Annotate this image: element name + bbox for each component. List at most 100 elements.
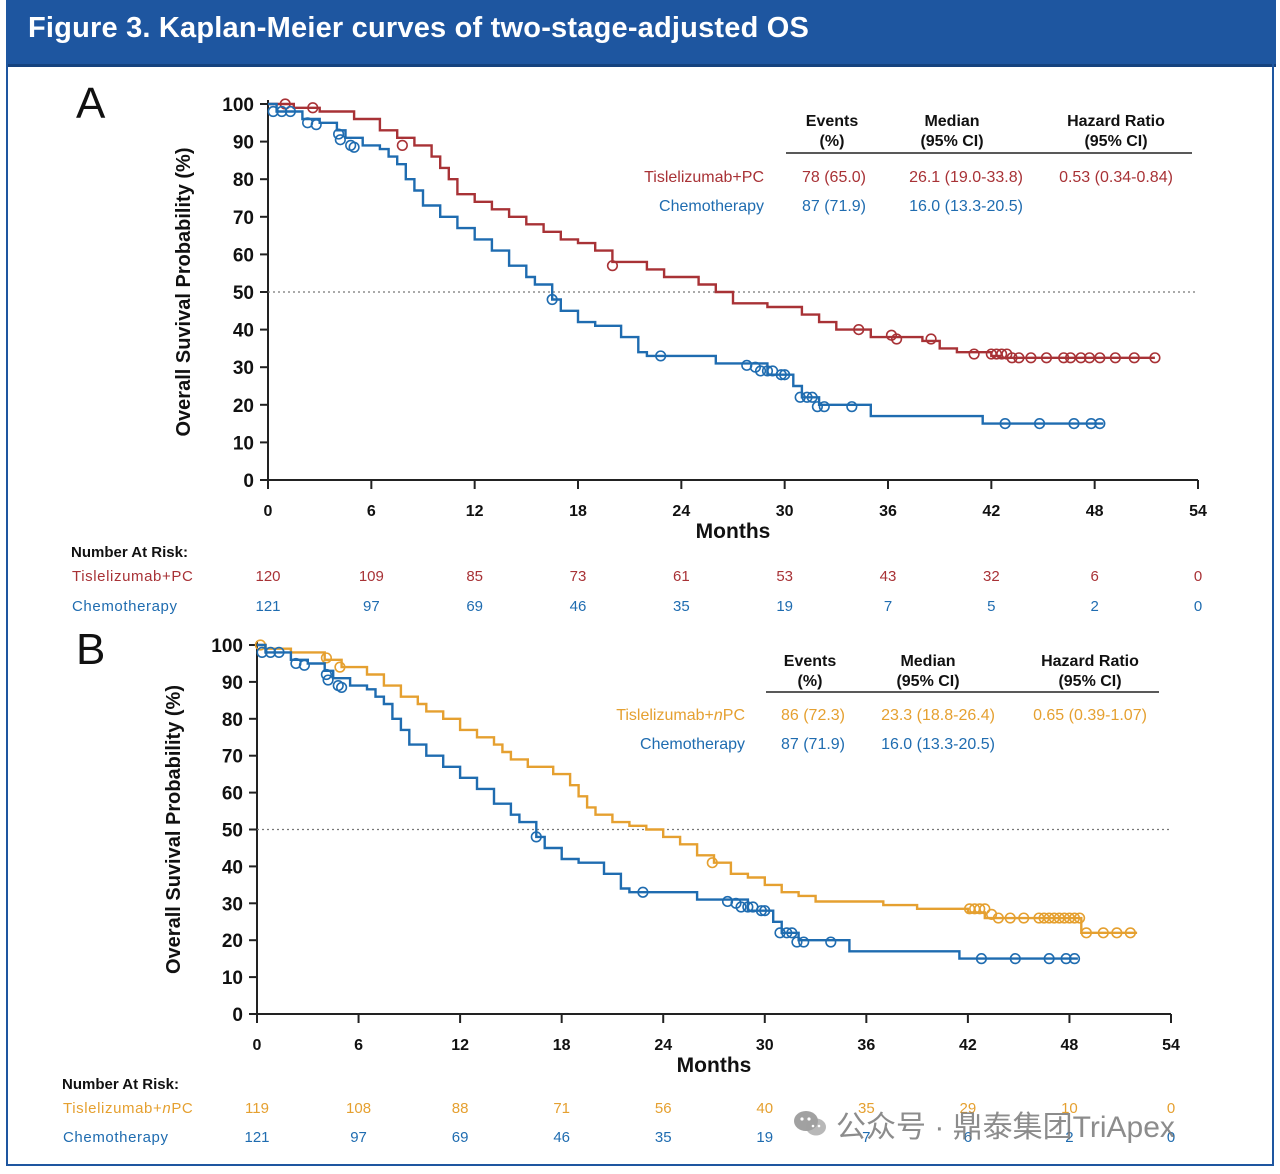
panel-b-at-risk-treatment-value: 108	[346, 1100, 371, 1117]
panel-a-y-tick-label: 50	[233, 283, 254, 304]
panel-b-series-chemotherapy-censor-mark	[781, 927, 793, 939]
panel-b-series-treatment-censor-mark	[1097, 927, 1109, 939]
panel-b-at-risk-chemotherapy-value: 121	[244, 1129, 269, 1146]
panel-b-x-tick-label: 0	[253, 1037, 262, 1054]
panel-b-series-chemotherapy-censor-mark	[530, 831, 542, 843]
panel-b-number-at-risk-label: Number At Risk:	[62, 1076, 179, 1093]
panel-b-table-header-sub: (95% CI)	[1058, 673, 1121, 690]
panel-a-series-treatment-censor-mark	[1025, 352, 1037, 364]
panel-a-series-chemotherapy-censor-mark	[761, 365, 774, 377]
panel-a-series-chemotherapy-censor-mark	[333, 128, 345, 140]
panel-b-at-risk-chemotherapy-value: 2	[1065, 1129, 1073, 1146]
panel-b-series-chemotherapy-censor-mark	[721, 895, 734, 908]
panel-b-series-chemotherapy-censor-mark	[273, 646, 285, 658]
panel-a-series-treatment-censor-mark	[968, 348, 980, 360]
panel-a-series-chemotherapy-censor-mark	[1085, 418, 1097, 430]
panel-a-at-risk-chemotherapy-value: 5	[987, 598, 995, 615]
panel-a-series-chemotherapy-censor-mark	[754, 365, 767, 377]
panel-b-series-treatment-censor-mark	[979, 903, 991, 915]
panel-b-series-treatment-censor-mark	[974, 903, 986, 915]
panel-a-series-chemotherapy-censor-mark	[334, 134, 346, 146]
panel-a-at-risk-chemotherapy-value: 69	[466, 598, 483, 615]
panel-a-at-risk-chemotherapy-value: 19	[776, 598, 793, 615]
panel-a-table-row-treatment-median: 26.1 (19.0-33.8)	[909, 169, 1023, 186]
panel-a-series-treatment-censor-mark	[307, 102, 319, 114]
panel-a-table-row-treatment-events: 78 (65.0)	[802, 169, 866, 186]
panel-b-table-row-treatment-hazard-ratio: 0.65 (0.39-1.07)	[1033, 707, 1147, 724]
panel-b-at-risk-treatment-value: 56	[655, 1100, 672, 1117]
panel-a-at-risk-chemotherapy-value: 35	[673, 598, 690, 615]
panel-b-series-treatment-censor-mark	[1124, 927, 1136, 939]
panel-b-series-chemotherapy-censor-mark	[825, 936, 837, 948]
panel-b-series-chemotherapy-censor-mark	[1009, 953, 1021, 965]
panel-a-at-risk-chemotherapy-value: 0	[1194, 598, 1202, 615]
panel-b-series-chemotherapy-censor-mark	[637, 886, 649, 898]
panel-a-at-risk-treatment-value: 6	[1090, 568, 1098, 585]
panel-a-series-chemotherapy-censor-mark	[794, 391, 806, 403]
panel-b-series-chemotherapy-censor-mark	[735, 901, 747, 913]
panel-b-y-tick-label: 60	[222, 784, 243, 805]
panel-a-series-treatment-censor-mark	[1006, 352, 1018, 364]
panel-b-at-risk-treatment-name: Tislelizumab+nPC	[63, 1100, 193, 1117]
panel-b-series-chemotherapy-censor-mark	[322, 674, 334, 686]
panel-b-at-risk-treatment-value: 0	[1167, 1100, 1175, 1117]
panel-b-series-chemotherapy-censor-mark	[759, 905, 771, 917]
panel-a-x-tick-label: 18	[569, 503, 587, 520]
panel-a-series-chemotherapy-censor-mark	[1068, 418, 1080, 430]
panel-b-y-tick-label: 50	[222, 821, 243, 842]
panel-a-series-treatment-curve	[268, 102, 1155, 359]
panel-b-at-risk-treatment-value: 29	[960, 1100, 977, 1117]
panel-a-at-risk-treatment-value: 61	[673, 568, 690, 585]
panel-a-table-header: Events	[806, 113, 859, 130]
panel-a-series-treatment-censor-mark	[925, 333, 937, 345]
panel-b-y-tick-label: 20	[222, 931, 243, 952]
panel-a-series-chemotherapy-censor-mark	[1033, 418, 1046, 430]
panel-a-series-chemotherapy-censor-mark	[818, 401, 830, 413]
panel-a-y-tick-label: 40	[233, 321, 254, 342]
panel-b-series-chemotherapy-censor-mark	[975, 953, 988, 965]
panel-a-series-treatment-censor-mark	[1094, 352, 1106, 364]
panel-b-series-treatment-censor-mark	[1111, 927, 1123, 939]
panel-b-y-tick-label: 0	[232, 1005, 243, 1026]
panel-b-y-tick-label: 90	[222, 673, 243, 694]
panel-b-at-risk-chemotherapy-value: 0	[1167, 1129, 1175, 1146]
panel-b-series-chemotherapy-censor-mark	[791, 936, 803, 948]
panel-b-x-tick-label: 54	[1162, 1037, 1180, 1054]
panel-a-y-tick-label: 20	[233, 396, 254, 417]
panel-b-series-treatment-censor-mark	[706, 857, 718, 869]
panel-a-at-risk-treatment-value: 53	[776, 568, 793, 585]
panel-b-at-risk-chemotherapy-value: 35	[655, 1129, 672, 1146]
panel-a-series-chemotherapy-censor-mark	[310, 119, 322, 131]
panel-b-series-treatment-censor-mark	[320, 652, 332, 664]
panel-b-table-header: Events	[784, 653, 837, 670]
panel-b-x-tick-label: 36	[857, 1037, 875, 1054]
panel-a-y-tick-label: 80	[233, 170, 254, 191]
panel-a-at-risk-chemotherapy-name: Chemotherapy	[72, 598, 178, 615]
panel-a-letter: A	[76, 79, 106, 128]
panel-a-at-risk-treatment-value: 109	[359, 568, 384, 585]
watermark: 公众号 · 鼎泰集团TriApex	[792, 1104, 1175, 1144]
panel-b-series-chemotherapy-censor-mark	[755, 905, 767, 917]
panel-a-series-chemotherapy-censor-mark	[284, 105, 296, 118]
panel-b-table-row-treatment-name: Tislelizumab+nPC	[616, 707, 745, 724]
panel-b-x-tick-label: 6	[354, 1037, 363, 1054]
panel-b-series-treatment-censor-mark	[992, 912, 1004, 924]
panel-a-table-header-sub: (95% CI)	[920, 133, 983, 150]
panel-b-series-treatment-censor-mark	[1073, 912, 1086, 924]
panel-b-series-chemotherapy-censor-mark	[774, 927, 786, 939]
panel-a-series-chemotherapy-censor-mark	[546, 293, 558, 306]
panel-a-at-risk-treatment-value: 32	[983, 568, 1000, 585]
panel-b-y-tick-label: 100	[211, 636, 243, 657]
panel-a-series-chemotherapy-censor-mark	[846, 401, 858, 413]
panel-b-series-treatment-censor-mark	[1004, 912, 1016, 924]
panel-a-series-treatment-censor-mark	[1058, 352, 1070, 364]
panel-a-y-tick-label: 10	[233, 433, 254, 454]
panel-a-series-treatment-censor-mark	[996, 348, 1008, 360]
panel-a-series-treatment-censor-mark	[1013, 352, 1025, 364]
panel-b-x-tick-label: 30	[756, 1037, 774, 1054]
panel-b-at-risk-treatment-value: 40	[756, 1100, 773, 1117]
panel-a-table-header: Median	[924, 113, 979, 130]
panel-a-series-treatment-censor-mark	[1075, 352, 1087, 364]
panel-a-series-treatment-censor-mark	[1040, 352, 1053, 364]
panel-a-series-treatment-censor-mark	[1109, 352, 1121, 364]
